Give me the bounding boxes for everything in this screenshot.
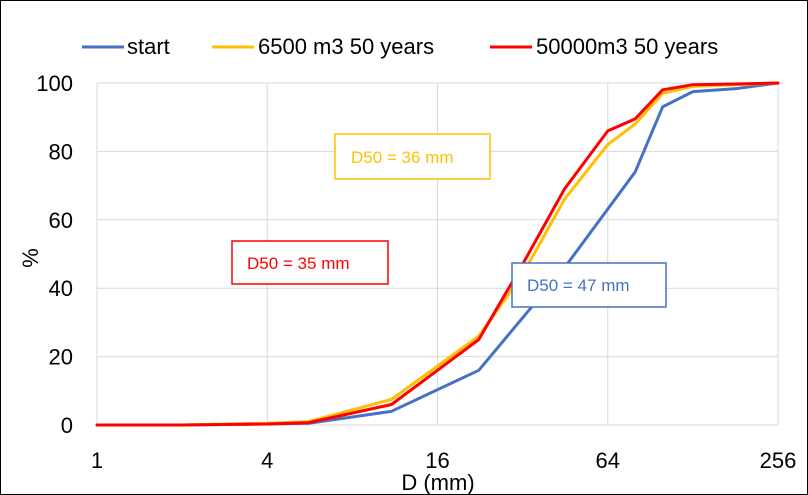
x-tick-label: 1: [91, 448, 103, 473]
annotation-d50-6500: D50 = 36 mm: [351, 148, 454, 167]
y-tick-label: 80: [49, 139, 73, 164]
x-tick-label: 16: [425, 448, 449, 473]
tick-labels: 0 20 40 60 80 100 1 4 16 64 256: [36, 71, 796, 473]
x-tick-label: 256: [760, 448, 797, 473]
x-tick-label: 64: [596, 448, 620, 473]
x-axis-title: D (mm): [401, 470, 474, 495]
annotation-box-50000: [231, 240, 389, 285]
series-line-3: [95, 81, 780, 427]
annotation-box-6500: [334, 133, 491, 180]
series-lines: [95, 81, 780, 427]
y-tick-label: 20: [49, 345, 73, 370]
legend-label-50000: 50000m3 50 years: [536, 34, 718, 59]
y-tick-label: 0: [61, 413, 73, 438]
y-tick-label: 100: [36, 71, 73, 96]
annotations: D50 = 36 mm D50 = 35 mm D50 = 47 mm: [231, 133, 667, 308]
annotation-box-start: [511, 262, 667, 308]
legend-label-start: start: [127, 34, 170, 59]
legend: start 6500 m3 50 years 50000m3 50 years: [82, 34, 718, 59]
y-axis-title: %: [18, 248, 43, 268]
y-tick-label: 60: [49, 208, 73, 233]
annotation-d50-start: D50 = 47 mm: [527, 276, 630, 295]
x-tick-label: 4: [261, 448, 273, 473]
legend-label-6500: 6500 m3 50 years: [258, 34, 434, 59]
y-tick-label: 40: [49, 276, 73, 301]
annotation-d50-50000: D50 = 35 mm: [247, 254, 350, 273]
